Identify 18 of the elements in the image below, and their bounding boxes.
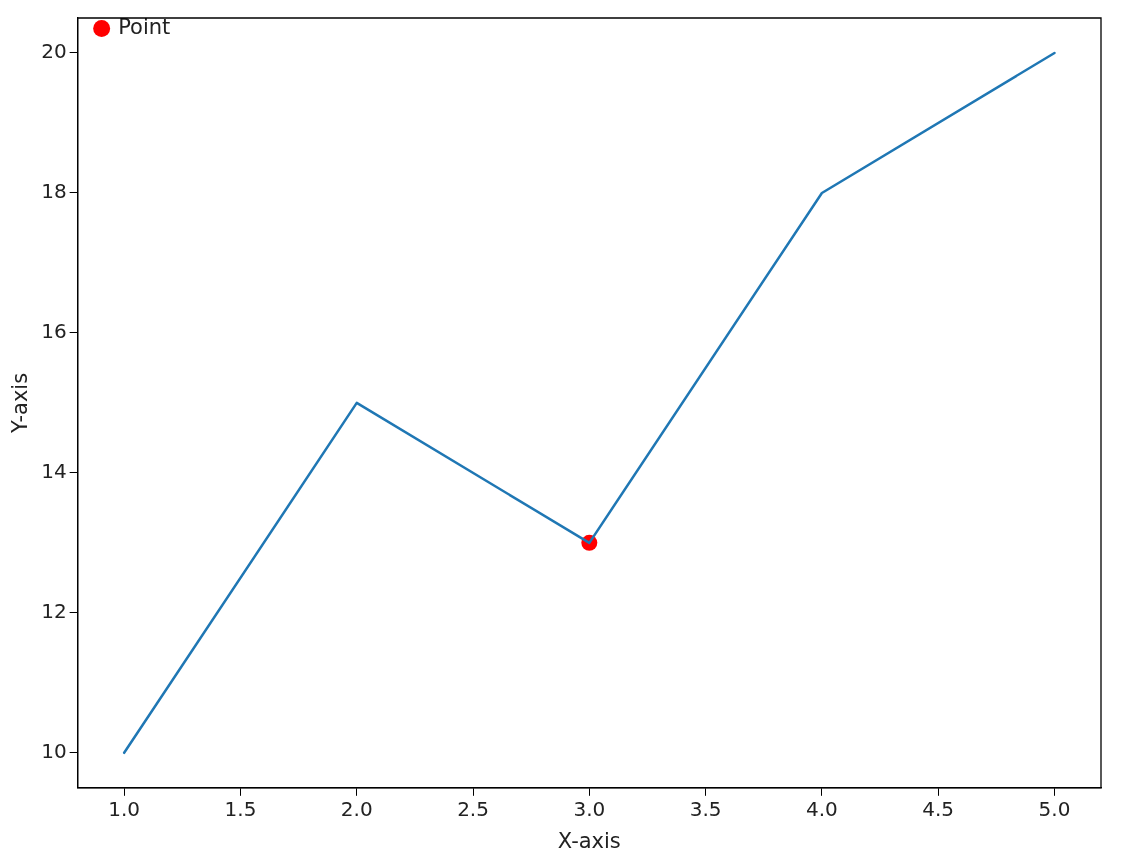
legend-label: Point [118,14,171,39]
x-tick-label: 3.5 [689,797,722,821]
x-tick-label: 5.0 [1038,797,1071,821]
x-tick-label: 1.5 [224,797,257,821]
y-axis-title: Y-axis [8,372,33,434]
x-tick-label: 4.5 [922,797,955,821]
x-tick-label: 2.0 [340,797,373,821]
x-tick-label: 4.0 [806,797,838,821]
x-tick-label: 2.5 [457,797,489,821]
y-tick-label: 20 [41,39,67,64]
y-tick-label: 16 [41,319,67,344]
x-tick-label: 3.0 [573,797,606,821]
y-tick-label: 18 [41,179,67,204]
y-tick-label: 10 [41,739,67,764]
x-axis-title: X-axis [557,828,621,853]
x-tick-label: 1.0 [108,797,141,821]
y-tick-label: 14 [41,459,67,484]
y-tick-label: 12 [41,599,67,624]
